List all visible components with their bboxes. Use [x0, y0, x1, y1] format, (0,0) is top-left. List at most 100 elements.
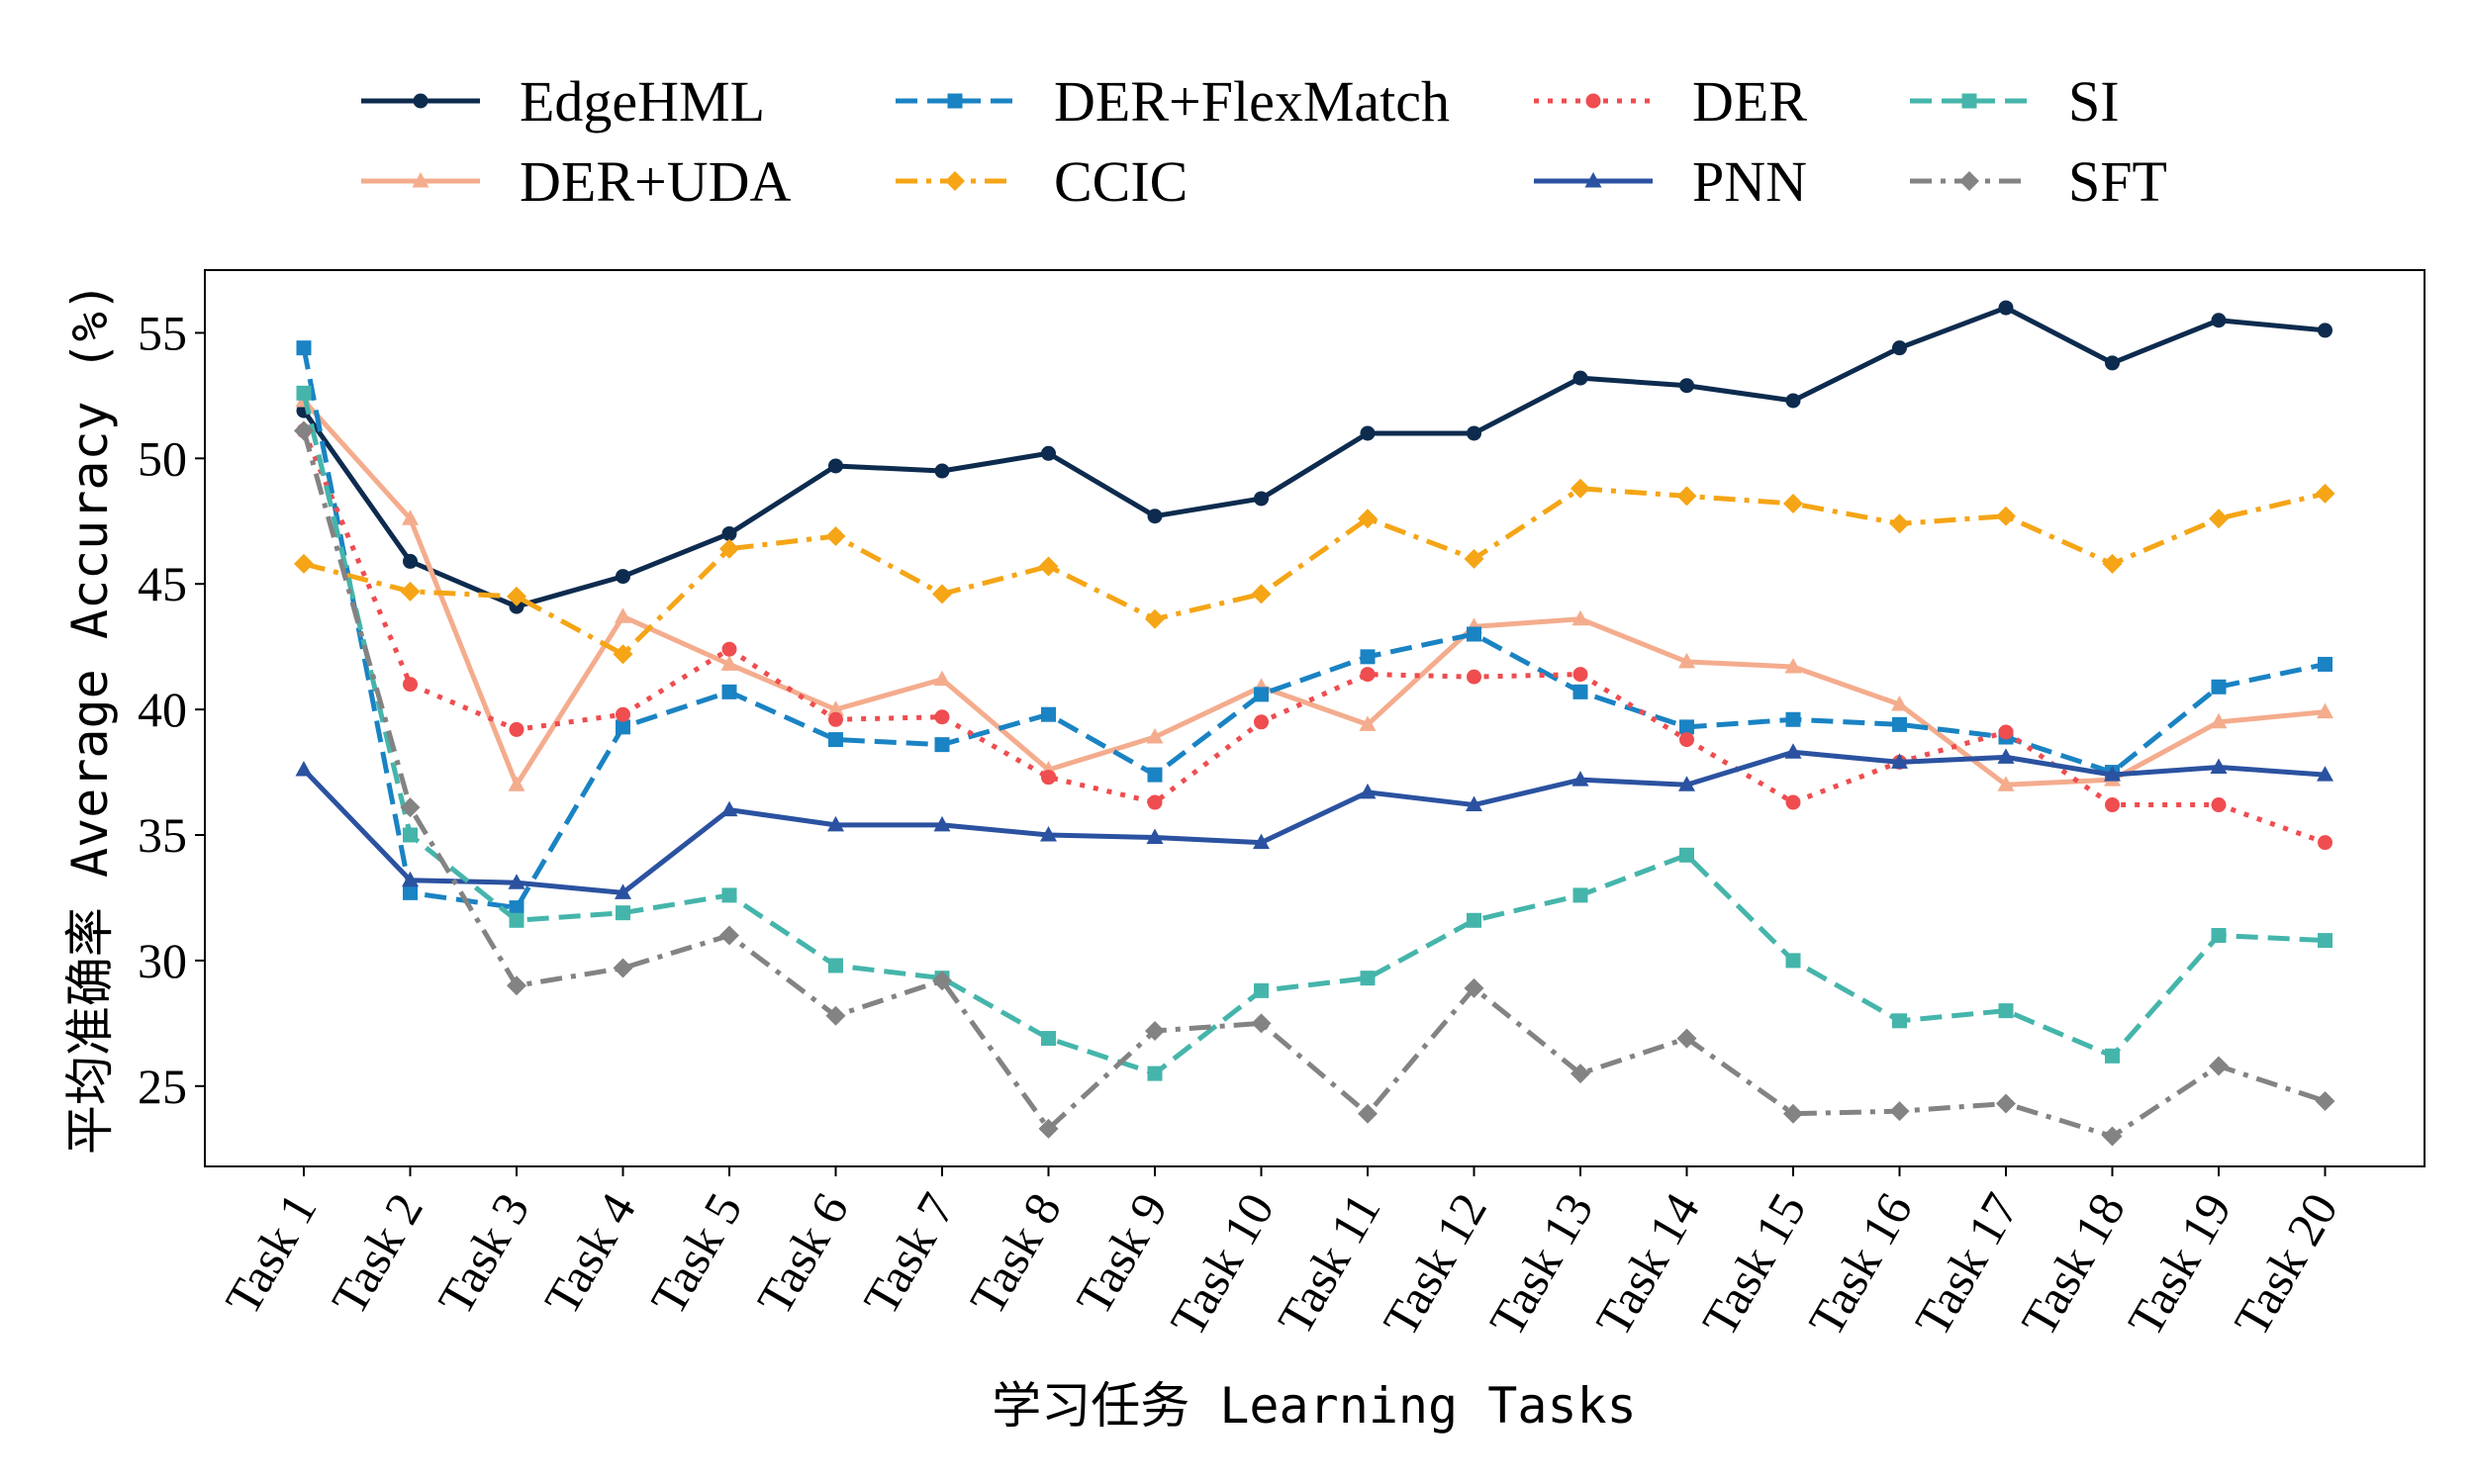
- data-point-der-flexmatch: [296, 340, 312, 356]
- data-point-pnn: [1997, 748, 2015, 764]
- data-point-si: [616, 905, 630, 921]
- data-point-der-uda: [720, 655, 738, 671]
- legend-swatch-marker: [1961, 93, 1977, 109]
- data-point-pnn: [1359, 783, 1377, 799]
- data-point-ccic: [932, 584, 952, 604]
- data-point-der: [828, 711, 843, 727]
- data-point-sft: [294, 420, 314, 441]
- x-tick-label: Task 6: [746, 1184, 859, 1325]
- data-point-si: [296, 385, 312, 401]
- data-point-der: [509, 721, 524, 737]
- data-point-edgehml: [1679, 378, 1694, 394]
- data-point-edgehml: [2105, 355, 2120, 371]
- data-point-edgehml: [2211, 313, 2227, 328]
- data-point-sft: [1783, 1103, 1803, 1124]
- data-point-der-uda: [2210, 712, 2228, 729]
- x-tick-label: Task 13: [1478, 1184, 1604, 1345]
- data-point-edgehml: [934, 463, 950, 479]
- data-point-si: [1679, 847, 1694, 863]
- data-point-ccic: [2102, 553, 2123, 574]
- data-point-ccic: [1676, 486, 1697, 507]
- data-point-sft: [2209, 1056, 2229, 1076]
- data-point-sft: [1570, 1064, 1590, 1084]
- data-point-pnn: [615, 883, 631, 899]
- data-point-ccic: [1038, 556, 1059, 577]
- data-point-pnn: [1146, 828, 1164, 845]
- data-point-pnn: [295, 761, 313, 777]
- legend-label: DER: [1692, 69, 1807, 134]
- data-point-sft: [1676, 1028, 1697, 1049]
- data-point-ccic: [1783, 494, 1803, 514]
- data-point-pnn: [827, 815, 844, 832]
- data-point-ccic: [1251, 584, 1272, 604]
- data-point-der-uda: [1571, 609, 1589, 626]
- legend-label: SFT: [2068, 149, 2167, 214]
- y-tick-label: 25: [138, 1059, 187, 1114]
- data-point-si: [1785, 953, 1801, 969]
- data-point-der-flexmatch: [934, 737, 950, 753]
- data-point-ccic: [2209, 509, 2229, 529]
- data-point-der: [721, 641, 737, 657]
- data-point-edgehml: [403, 553, 418, 569]
- x-tick-label: Task 3: [427, 1184, 539, 1325]
- data-point-ccic: [1889, 513, 1910, 534]
- data-point-der-uda: [1891, 696, 1908, 711]
- legend-item-pnn: PNN: [1534, 149, 1807, 214]
- series-sft: [294, 420, 2335, 1147]
- data-point-pnn: [720, 800, 738, 817]
- data-point-si: [1892, 1013, 1907, 1029]
- series-pnn: [295, 743, 2333, 899]
- data-point-der-flexmatch: [721, 684, 737, 699]
- data-point-edgehml: [1892, 340, 1907, 356]
- data-point-der: [616, 706, 630, 722]
- data-point-der: [1467, 669, 1481, 685]
- series-ccic: [294, 478, 2335, 665]
- data-point-si: [1041, 1031, 1056, 1047]
- data-point-der: [2105, 797, 2120, 813]
- data-point-si: [509, 912, 524, 928]
- data-point-der: [1998, 724, 2014, 740]
- x-tick-label: Task 16: [1797, 1184, 1923, 1345]
- x-tick-label: Task 7: [852, 1184, 965, 1325]
- data-point-sft: [719, 925, 739, 946]
- data-point-si: [828, 958, 843, 974]
- data-point-pnn: [1571, 771, 1589, 787]
- data-point-der: [1041, 770, 1056, 786]
- data-point-si: [1572, 887, 1588, 903]
- data-point-edgehml: [616, 569, 630, 585]
- data-point-der: [934, 709, 950, 725]
- data-point-ccic: [613, 644, 633, 665]
- data-point-edgehml: [2318, 323, 2332, 338]
- data-point-ccic: [825, 526, 846, 547]
- data-point-sft: [2315, 1091, 2335, 1112]
- data-point-pnn: [1466, 795, 1482, 812]
- data-point-der-uda: [1784, 657, 1802, 674]
- data-point-edgehml: [1254, 491, 1269, 507]
- data-point-der-flexmatch: [403, 884, 418, 900]
- data-point-pnn: [2317, 766, 2333, 782]
- data-point-edgehml: [509, 599, 524, 614]
- data-point-si: [1147, 1066, 1163, 1081]
- x-tick-label: Task 17: [1904, 1184, 2030, 1345]
- data-point-der: [1254, 714, 1269, 730]
- legend-item-sft: SFT: [1910, 149, 2167, 214]
- y-tick-label: 30: [138, 933, 187, 988]
- data-point-pnn: [1784, 743, 1802, 759]
- data-point-der-flexmatch: [1892, 716, 1907, 732]
- x-tick-label: Task 9: [1065, 1184, 1178, 1325]
- data-point-si: [721, 887, 737, 903]
- data-point-der-flexmatch: [828, 732, 843, 748]
- data-point-der-flexmatch: [2318, 656, 2332, 672]
- data-point-si: [1254, 982, 1269, 998]
- legend-label: EdgeHML: [520, 69, 765, 134]
- data-point-sft: [2102, 1126, 2123, 1147]
- data-point-sft: [825, 1005, 846, 1026]
- data-point-si: [403, 827, 418, 843]
- x-tick-label: Task 18: [2010, 1184, 2136, 1345]
- data-point-pnn: [2210, 758, 2228, 774]
- data-point-ccic: [1358, 509, 1378, 529]
- series-line-der-uda: [302, 399, 2326, 788]
- legend-label: DER+FlexMatch: [1054, 69, 1450, 134]
- series-line-pnn: [302, 749, 2326, 895]
- x-tick-label: Task 15: [1691, 1184, 1817, 1345]
